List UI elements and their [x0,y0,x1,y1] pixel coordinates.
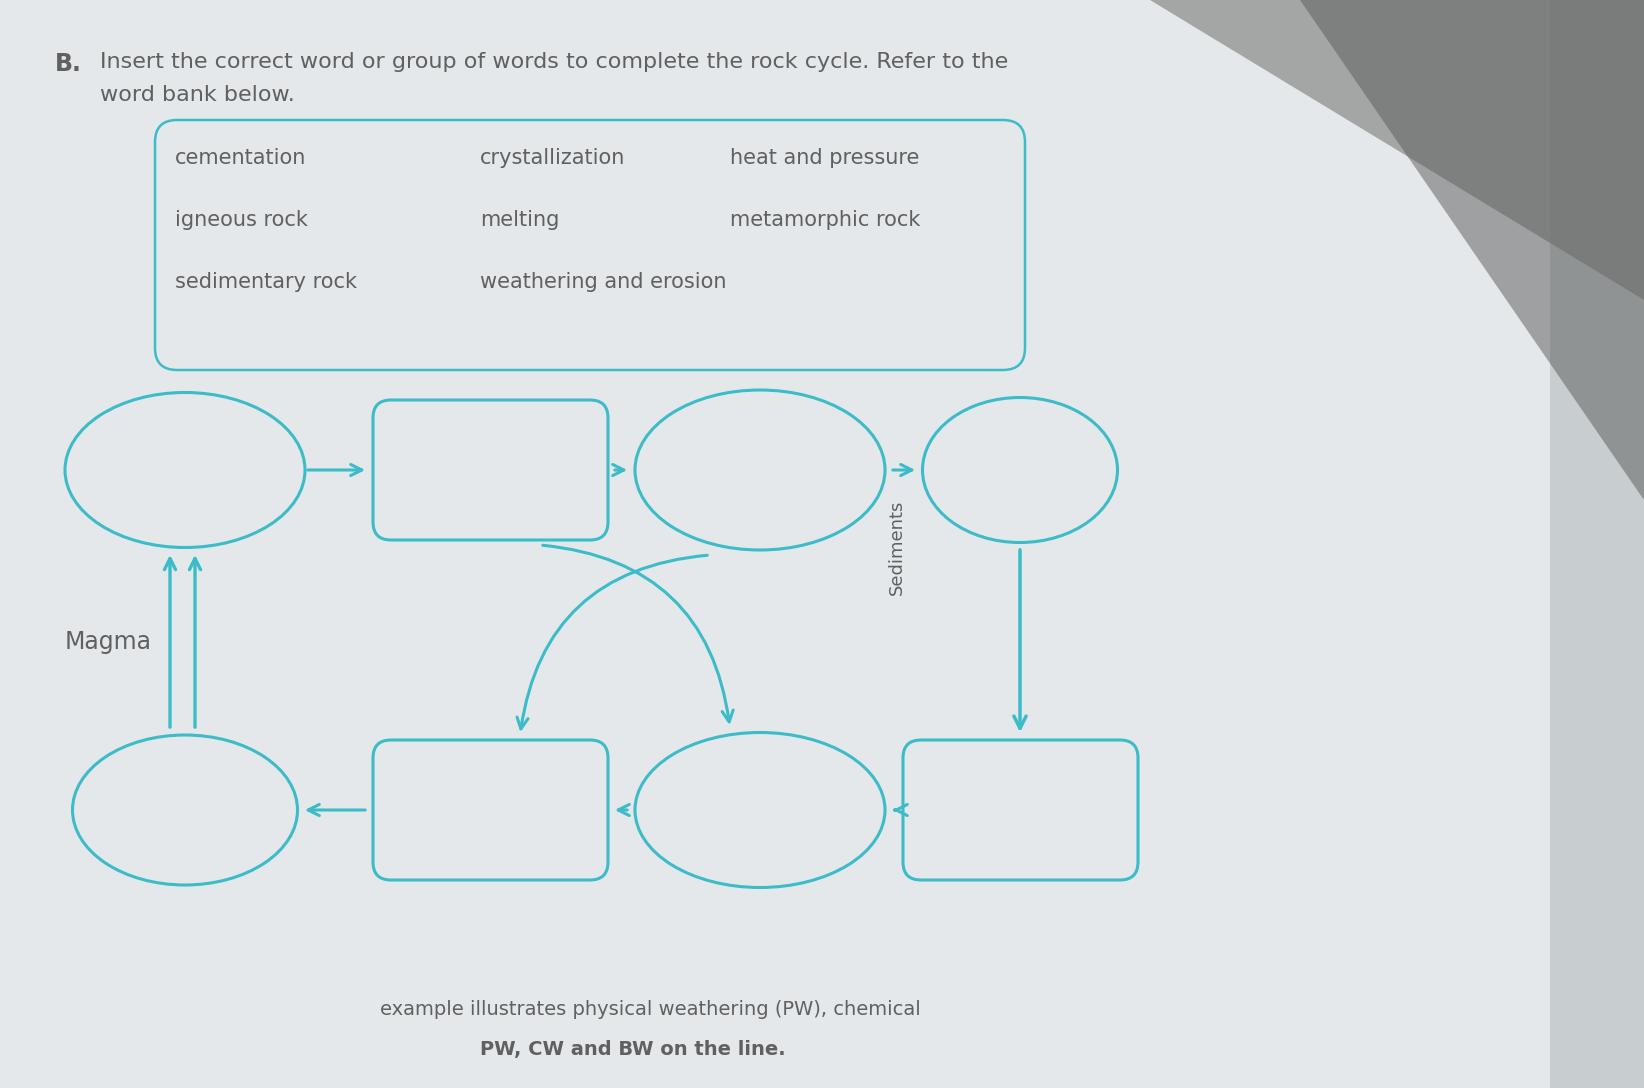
Polygon shape [1300,0,1644,500]
Text: igneous rock: igneous rock [174,210,307,230]
Text: metamorphic rock: metamorphic rock [730,210,921,230]
Text: cementation: cementation [174,148,306,168]
Text: B.: B. [54,52,82,76]
Text: melting: melting [480,210,559,230]
Text: Sediments: Sediments [888,500,906,595]
Text: Insert the correct word or group of words to complete the rock cycle. Refer to t: Insert the correct word or group of word… [100,52,1008,72]
Text: word bank below.: word bank below. [100,85,294,106]
Polygon shape [1151,0,1644,300]
Text: weathering and erosion: weathering and erosion [480,272,727,292]
Text: PW, CW and BW on the line.: PW, CW and BW on the line. [480,1040,786,1059]
Text: crystallization: crystallization [480,148,625,168]
FancyBboxPatch shape [0,0,1550,1088]
Text: Magma: Magma [66,630,151,654]
Text: sedimentary rock: sedimentary rock [174,272,357,292]
Text: example illustrates physical weathering (PW), chemical: example illustrates physical weathering … [380,1000,921,1019]
Text: heat and pressure: heat and pressure [730,148,919,168]
